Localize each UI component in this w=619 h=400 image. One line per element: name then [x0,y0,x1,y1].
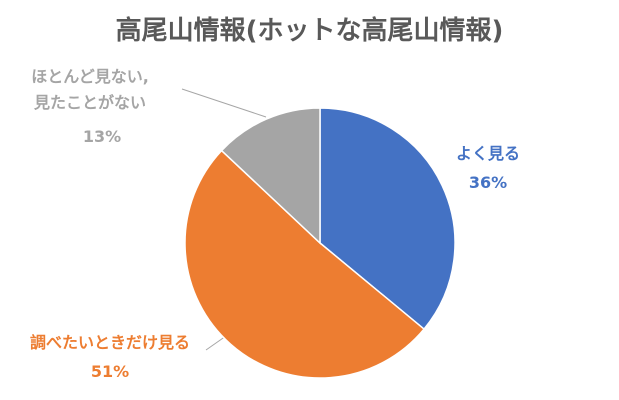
value-label: 13% [82,127,122,146]
data-label: 調べたいときだけ見る [29,333,190,352]
chart-title: 高尾山情報(ホットな高尾山情報) [115,16,504,46]
leader-line [181,88,267,118]
value-label: 36% [468,173,508,192]
data-label: よく見る [455,144,520,163]
pie-slice [184,149,426,379]
value-label: 51% [90,362,130,381]
pie-slice [220,107,321,245]
pie-slice [319,107,456,331]
data-label: ほとんど見ない,見たことがない [31,67,149,112]
leader-line [205,335,227,351]
